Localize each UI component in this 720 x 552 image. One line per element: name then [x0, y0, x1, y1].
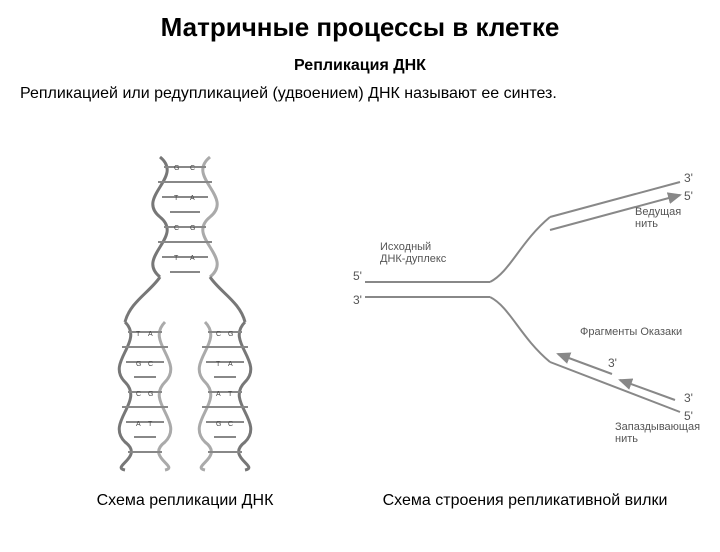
- svg-text:3': 3': [684, 391, 693, 405]
- svg-text:3': 3': [353, 293, 362, 307]
- caption-right: Схема строения репликативной вилки: [350, 492, 700, 510]
- svg-text:A: A: [190, 195, 195, 202]
- svg-text:A: A: [228, 361, 233, 368]
- svg-text:G: G: [228, 331, 233, 338]
- svg-text:C: C: [174, 225, 179, 232]
- svg-text:3': 3': [684, 171, 693, 185]
- svg-text:3': 3': [608, 356, 617, 370]
- svg-text:T: T: [228, 391, 233, 398]
- svg-text:T: T: [174, 195, 179, 202]
- svg-text:A: A: [190, 255, 195, 262]
- page-subtitle: Репликация ДНК: [0, 57, 720, 75]
- svg-text:5': 5': [684, 189, 693, 203]
- svg-text:T: T: [174, 255, 179, 262]
- intro-text: Репликацией или редупликацией (удвоением…: [20, 85, 700, 103]
- svg-text:C: C: [228, 421, 233, 428]
- caption-left: Схема репликации ДНК: [60, 492, 310, 510]
- svg-text:G: G: [174, 165, 179, 172]
- svg-text:A: A: [216, 391, 221, 398]
- svg-text:G: G: [148, 391, 153, 398]
- label-parent-duplex: ИсходныйДНК-дуплекс: [380, 242, 446, 265]
- label-okazaki: Фрагменты Оказаки: [580, 327, 682, 339]
- dna-helix-svg: GC TA CG TA TA GC CG AT CG TA AT GC: [90, 152, 280, 472]
- svg-text:C: C: [216, 331, 221, 338]
- svg-text:T: T: [148, 421, 153, 428]
- svg-text:T: T: [216, 361, 221, 368]
- dna-helix-diagram: GC TA CG TA TA GC CG AT CG TA AT GC: [90, 152, 280, 472]
- figures-region: GC TA CG TA TA GC CG AT CG TA AT GC: [0, 152, 720, 482]
- replication-fork-diagram: 5' 3' 3' 5' 3' 5' 3' ИсходныйДНК-дуплекс…: [350, 162, 700, 462]
- svg-text:C: C: [148, 361, 153, 368]
- svg-text:T: T: [136, 331, 141, 338]
- label-lagging-strand: Запаздывающаянить: [615, 422, 700, 445]
- svg-text:A: A: [136, 421, 141, 428]
- svg-text:5': 5': [353, 269, 362, 283]
- svg-text:G: G: [216, 421, 221, 428]
- svg-text:G: G: [190, 225, 195, 232]
- svg-text:A: A: [148, 331, 153, 338]
- label-leading-strand: Ведущаянить: [635, 207, 681, 230]
- svg-text:G: G: [136, 361, 141, 368]
- svg-text:C: C: [136, 391, 141, 398]
- svg-text:C: C: [190, 165, 195, 172]
- page-title: Матричные процессы в клетке: [0, 12, 720, 43]
